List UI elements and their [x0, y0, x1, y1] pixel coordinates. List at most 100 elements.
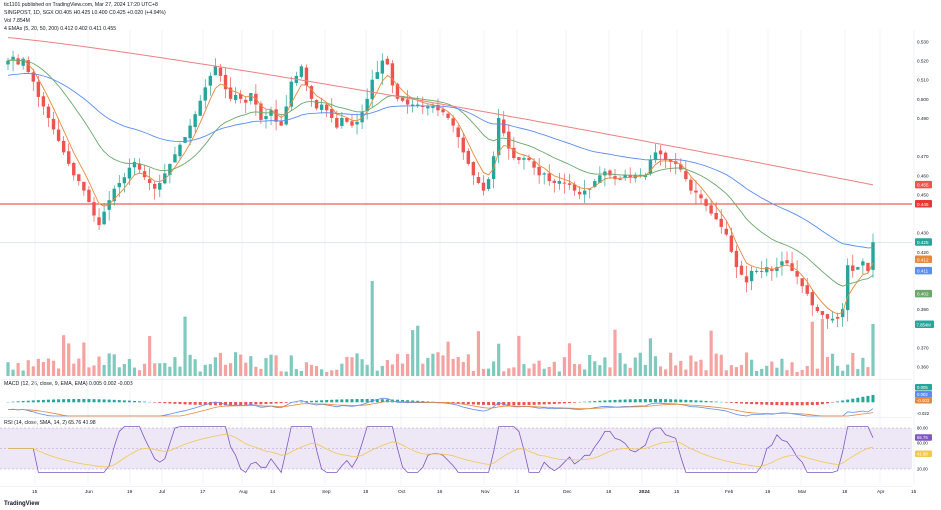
volume-bar	[178, 366, 182, 376]
macd-histogram-bar	[745, 402, 749, 404]
macd-histogram-bar	[765, 402, 769, 405]
time-tick-label: Sep	[322, 489, 331, 495]
macd-histogram-bar	[138, 401, 142, 403]
volume-bar	[314, 366, 319, 376]
price-tag-close	[915, 238, 932, 246]
macd-histogram-bar	[851, 398, 855, 403]
macd-histogram-bar	[46, 399, 50, 403]
macd-histogram-bar	[552, 402, 556, 404]
volume-bar	[755, 370, 759, 376]
volume-bar	[598, 365, 602, 376]
macd-tag	[915, 391, 932, 398]
macd-histogram-bar	[350, 399, 354, 403]
candle-body	[618, 179, 622, 181]
macd-histogram-bar	[375, 399, 379, 403]
candle-body	[21, 58, 25, 66]
candle-body	[147, 179, 152, 183]
macd-histogram-bar	[239, 402, 243, 406]
volume-bar	[593, 361, 597, 376]
macd-histogram-bar	[320, 400, 324, 403]
volume-bar	[846, 364, 850, 376]
volume-bar	[562, 357, 567, 376]
volume-bar	[492, 361, 496, 376]
candle-body	[375, 72, 379, 79]
candle-body	[517, 157, 521, 161]
candle-body	[249, 93, 253, 101]
candle-body	[810, 292, 814, 306]
time-tick-label: 15	[32, 489, 38, 495]
volume-bar	[137, 370, 142, 376]
time-tick-label: Oct	[398, 489, 406, 495]
candle-body	[653, 152, 658, 161]
macd-histogram-bar	[557, 402, 561, 404]
macd-histogram-bar	[229, 402, 233, 406]
macd-histogram-bar	[669, 399, 673, 403]
candle-body	[593, 181, 597, 187]
volume-bar	[188, 354, 192, 376]
macd-histogram-bar	[562, 402, 566, 404]
candle-body	[431, 106, 435, 108]
price-tick-label: 0.390	[917, 307, 929, 312]
candle-body	[684, 171, 688, 180]
candle-body	[628, 175, 632, 178]
volume-bar	[805, 365, 809, 376]
volume-bar	[142, 363, 147, 376]
macd-histogram-bar	[492, 402, 496, 406]
candle-body	[380, 60, 385, 74]
candle-body	[122, 177, 127, 184]
volume-bar	[674, 365, 678, 376]
macd-histogram-bar	[117, 400, 121, 403]
candle-body	[61, 140, 66, 153]
volume-bar	[41, 362, 46, 376]
macd-histogram-bar	[502, 402, 506, 406]
volume-bar	[193, 359, 197, 376]
volume-bar	[734, 367, 739, 376]
price-tick-label: 0.420	[917, 250, 929, 255]
candle-body	[193, 114, 197, 128]
macd-histogram-bar	[785, 402, 789, 406]
macd-histogram-bar	[21, 401, 25, 403]
rsi-tag-text: 65.76	[917, 435, 928, 440]
time-tick-label: 18	[606, 489, 612, 495]
macd-histogram-bar	[11, 401, 15, 403]
macd-histogram-bar	[507, 402, 511, 406]
candle-body	[390, 63, 395, 86]
rsi-ma-line	[8, 433, 874, 468]
macd-tag-text: 0.005	[917, 385, 928, 390]
candle-body	[714, 213, 718, 220]
macd-histogram-bar	[790, 402, 794, 406]
volume-bar	[56, 368, 61, 376]
volume-bar	[608, 367, 612, 376]
macd-histogram-bar	[704, 400, 708, 403]
candle-body	[451, 118, 455, 126]
macd-histogram-bar	[365, 399, 369, 403]
macd-histogram-bar	[638, 399, 642, 403]
candle-body	[871, 242, 875, 270]
candle-body	[324, 104, 329, 111]
macd-histogram-bar	[112, 399, 116, 403]
volume-bar	[497, 343, 501, 376]
macd-histogram-bar	[593, 401, 597, 403]
volume-legend: Vol 7.854M	[4, 18, 30, 24]
macd-histogram-bar	[466, 402, 470, 405]
time-tick-label: Aug	[239, 489, 248, 495]
volume-bar	[365, 364, 369, 376]
macd-histogram-bar	[532, 402, 536, 405]
volume-bar	[112, 354, 116, 376]
volume-bar	[810, 321, 814, 376]
candle-body	[178, 144, 182, 157]
volume-bar	[259, 368, 263, 376]
macd-histogram-bar	[815, 402, 819, 405]
volume-bar	[689, 355, 693, 376]
volume-bar	[795, 371, 799, 376]
volume-bar	[522, 364, 526, 376]
time-tick-label: 2024	[639, 489, 650, 495]
macd-histogram-bar	[304, 401, 308, 403]
volume-bar	[82, 342, 86, 376]
macd-histogram-bar	[82, 399, 86, 403]
time-tick-label: 18	[842, 489, 848, 495]
volume-bar	[486, 368, 491, 376]
macd-histogram-bar	[421, 401, 425, 403]
candle-body	[846, 265, 850, 311]
